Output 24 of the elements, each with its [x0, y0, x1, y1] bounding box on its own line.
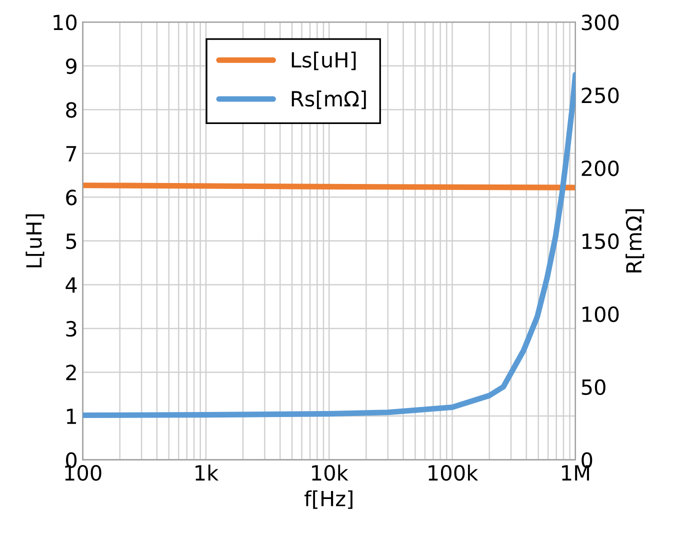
legend-label: Rs[mΩ]	[292, 90, 366, 110]
y-tick-label: 10	[54, 14, 77, 30]
y2-tick-label: 50	[582, 379, 606, 396]
y-tick-label: 3	[66, 320, 76, 337]
y-tick-label: 2	[66, 364, 76, 380]
y2-tick-label: 100	[582, 306, 619, 322]
y-tick-label: 7	[66, 146, 76, 162]
y-tick-label: 6	[66, 190, 77, 206]
x-axis-title: f[Hz]	[304, 490, 352, 509]
x-tick-label: 10k	[312, 464, 348, 481]
y-axis-title: L[uH]	[26, 214, 44, 268]
y-tick-label: 5	[66, 234, 76, 250]
y-tick-label: 8	[66, 102, 76, 118]
y2-tick-label: 200	[582, 160, 619, 176]
y2-tick-label: 150	[582, 233, 619, 250]
y-tick-label: 9	[66, 58, 76, 74]
y2-tick-label: 250	[582, 87, 619, 104]
y-tick-label: 4	[66, 277, 77, 293]
y2-axis-title: R[mΩ]	[626, 209, 644, 272]
x-tick-label: 1k	[196, 464, 219, 480]
y2-tick-label: 300	[582, 14, 619, 30]
legend-label: Ls[uH]	[292, 52, 356, 70]
x-tick-label: 100k	[428, 464, 478, 481]
y-tick-label: 1	[66, 408, 76, 424]
